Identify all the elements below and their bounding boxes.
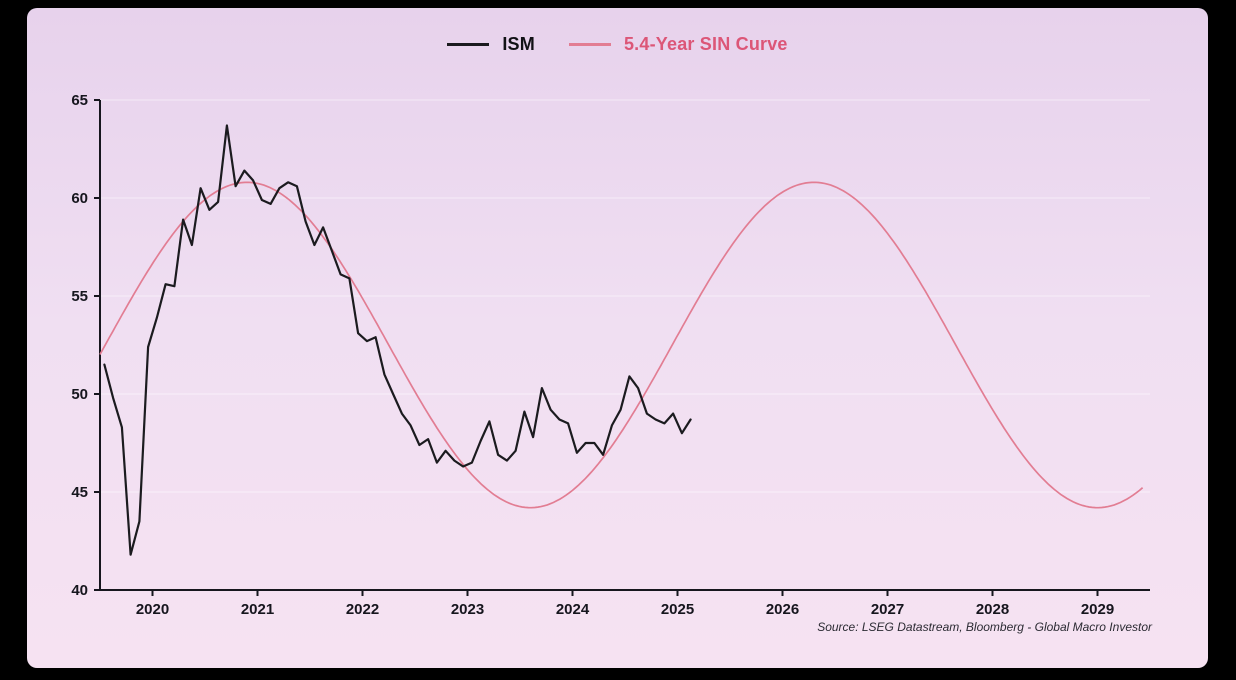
y-axis-tick-label: 55 [71, 288, 88, 305]
ism-legend-label: ISM [502, 34, 535, 54]
x-axis-tick-label: 2026 [766, 601, 799, 618]
ism-line [103, 124, 692, 556]
chart-legend: ISM 5.4-Year SIN Curve [27, 34, 1208, 55]
legend-item-sin-curve: 5.4-Year SIN Curve [568, 34, 788, 55]
x-axis-tick-label: 2023 [451, 601, 484, 618]
y-axis-tick-label: 45 [71, 484, 88, 501]
ism-vs-sin-line-chart: 40 45 50 55 60 65 2020 2021 2022 2023 2024 2025 2026… [71, 92, 1150, 618]
x-axis-tick-label: 2027 [871, 601, 904, 618]
sin-curve-legend-label: 5.4-Year SIN Curve [623, 34, 788, 54]
sin-curve-swatch [568, 43, 611, 46]
y-axis-tick-label: 40 [71, 582, 88, 599]
x-axis-tick-label: 2021 [241, 601, 274, 618]
x-axis-tick-label: 2024 [556, 601, 590, 618]
legend-item-ism: ISM [447, 34, 535, 55]
x-axis-tick-label: 2020 [136, 601, 169, 618]
y-axis-tick-label: 65 [71, 92, 88, 109]
x-axis-tick-label: 2028 [976, 601, 1009, 618]
source-attribution: Source: LSEG Datastream, Bloomberg - Glo… [817, 620, 1152, 634]
x-axis-tick-label: 2029 [1081, 601, 1114, 618]
ism-line-swatch [447, 43, 490, 46]
x-axis-tick-label: 2022 [346, 601, 379, 618]
x-axis-tick-label: 2025 [661, 601, 694, 618]
chart-panel: ISM 5.4-Year SIN Curve 40 45 50 55 60 65 2020 2… [27, 8, 1208, 668]
y-axis-tick-label: 60 [71, 190, 88, 207]
y-axis-tick-label: 50 [71, 386, 88, 403]
sin-curve-line [99, 181, 1144, 509]
